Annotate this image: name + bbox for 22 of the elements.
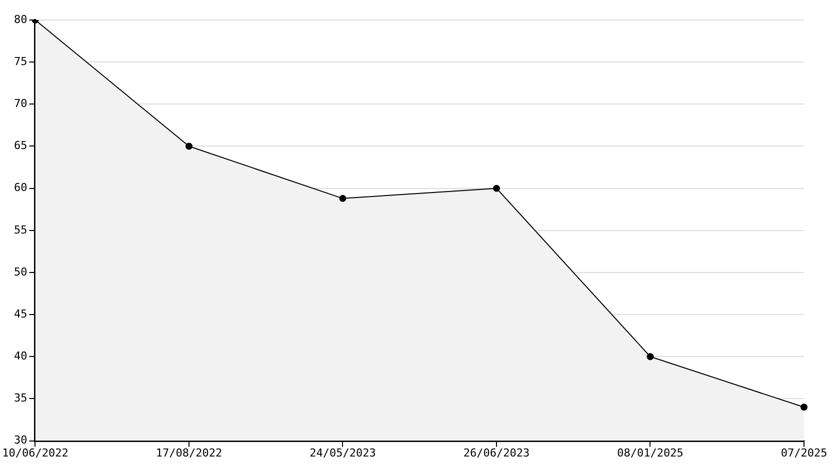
y-tick-label: 35 xyxy=(14,392,28,405)
x-tick-label: 17/08/2022 xyxy=(156,446,222,460)
y-tick-label: 30 xyxy=(14,434,28,447)
y-tick-label: 60 xyxy=(14,181,28,194)
y-tick-label: 55 xyxy=(14,223,28,236)
x-tick-label: 26/06/2023 xyxy=(463,446,530,460)
y-tick-label: 65 xyxy=(14,139,28,152)
x-tick-label: 07/2025 xyxy=(780,446,828,460)
point xyxy=(493,184,500,192)
point xyxy=(800,404,808,411)
y-tick-label: 45 xyxy=(14,307,28,320)
x-tick-label: 10/06/2022 xyxy=(2,446,68,460)
y-tick-label: 80 xyxy=(14,12,28,26)
point xyxy=(339,194,346,202)
y-tick-label: 50 xyxy=(14,265,28,278)
point xyxy=(185,142,192,150)
y-tick-label: 40 xyxy=(14,350,28,362)
point xyxy=(646,353,654,360)
y-tick-label: 75 xyxy=(14,54,28,68)
y-tick-label: 70 xyxy=(14,97,28,110)
x-tick-label: 08/01/2025 xyxy=(617,446,684,460)
x-tick-label: 24/05/2023 xyxy=(310,446,376,460)
